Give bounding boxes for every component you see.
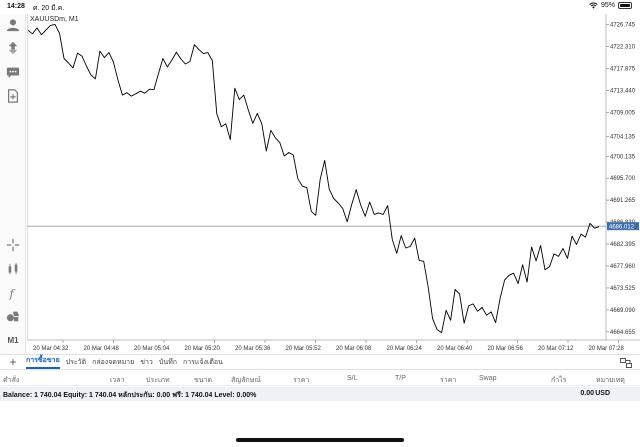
time-tick-label: 20 Mar 06:08 [336, 346, 372, 352]
column-header: คำสั่ง [3, 377, 20, 384]
column-header: ประเภท [146, 377, 170, 384]
timeframe-button[interactable]: M1 [7, 335, 19, 345]
time-tick-label: 20 Mar 05:04 [134, 346, 170, 352]
chart-symbol: XAUUSDm, M1 [30, 16, 79, 23]
price-tick-label: 4673.525 [610, 286, 636, 292]
column-header: กำไร [551, 377, 567, 384]
layout-icon[interactable] [620, 358, 632, 368]
time-tick-label: 20 Mar 06:24 [387, 346, 423, 352]
status-right: 95% [589, 2, 632, 9]
balance-row: Balance: 1 740.04 Equity: 1 740.04 หลักป… [0, 387, 640, 401]
time-tick-label: 20 Mar 05:20 [185, 346, 221, 352]
status-time: 14:28 [7, 3, 25, 10]
trade-columns-header: คำสั่ง เวลา ประเภท ขนาด สัญลักษณ์ ราคา S/L T/P ร… [0, 371, 640, 386]
trade-icon[interactable] [4, 39, 22, 57]
price-tick-label: 4709.005 [610, 110, 636, 116]
price-tick-label: 4691.265 [610, 198, 636, 204]
tab-0[interactable]: การซื้อขาย [26, 355, 60, 369]
tab-4[interactable]: บันทึก [158, 358, 177, 366]
function-icon[interactable]: f [4, 284, 22, 302]
indicators-icon[interactable] [4, 260, 22, 278]
toolbox-tabs: + การซื้อขาย ประวัติ กล่องจดหมาย ข่าว บันทึก… [0, 354, 640, 370]
column-header: หมายเหตุ [596, 377, 625, 384]
wifi-icon [589, 2, 598, 9]
price-tick-label: 4722.310 [610, 45, 636, 51]
current-price-tag [607, 222, 639, 231]
account-icon[interactable] [4, 16, 22, 34]
column-header: T/P [395, 375, 406, 382]
time-tick-label: 20 Mar 07:28 [589, 346, 625, 352]
chart-canvas: 4726.745 4722.310 4717.875 4713.440 4709.005… [27, 14, 640, 352]
price-tick-label: 4669.090 [610, 308, 636, 314]
balance-text: Balance: 1 740.04 Equity: 1 740.04 หลักป… [3, 392, 257, 399]
time-tick-label: 20 Mar 05:52 [286, 346, 322, 352]
home-indicator[interactable] [236, 438, 404, 442]
price-series-line [27, 23, 600, 334]
column-header: ราคา [293, 377, 310, 384]
crosshair-icon[interactable] [4, 236, 22, 254]
add-icon[interactable]: + [9, 355, 17, 369]
price-tick-label: 4717.875 [610, 67, 636, 73]
svg-text:f: f [9, 286, 16, 300]
column-header: S/L [347, 375, 358, 382]
price-tick-label: 4677.960 [610, 264, 636, 270]
column-header: ราคา [440, 377, 457, 384]
objects-icon[interactable] [4, 307, 22, 325]
price-tick-label: 4726.745 [610, 23, 636, 29]
tab-3[interactable]: ข่าว [140, 358, 153, 366]
battery-icon [618, 2, 632, 9]
time-tick-label: 20 Mar 06:56 [488, 346, 524, 352]
chat-icon[interactable] [4, 63, 22, 81]
column-header: สัญลักษณ์ [231, 377, 261, 384]
tab-5[interactable]: การแจ้งเตือน [182, 358, 223, 366]
tab-1[interactable]: ประวัติ [65, 358, 87, 366]
price-chart[interactable]: 4726.745 4722.310 4717.875 4713.440 4709.005… [27, 14, 640, 354]
price-tick-label: 4664.655 [610, 330, 636, 336]
price-tick-label: 4713.440 [610, 88, 636, 94]
price-tick-label: 4704.135 [610, 135, 636, 141]
price-tick-label: 4682.395 [610, 242, 636, 248]
add-document-icon[interactable] [4, 87, 22, 105]
column-header: Swap [479, 375, 497, 382]
current-price-label: 4686.012 [609, 224, 635, 230]
price-tick-label: 4695.700 [610, 176, 636, 182]
time-tick-label: 20 Mar 07:12 [538, 346, 574, 352]
column-header: เวลา [110, 377, 125, 384]
time-tick-label: 20 Mar 04:32 [33, 346, 69, 352]
status-date: ศ. 20 มี.ค. [33, 5, 65, 12]
currency: USD [595, 390, 610, 397]
left-toolbar: f M1 [0, 14, 26, 354]
price-tick-label: 4700.135 [610, 154, 636, 160]
battery-percent: 95% [600, 2, 615, 9]
total-profit: 0.00 [580, 390, 594, 397]
column-header: ขนาด [194, 377, 213, 384]
time-tick-label: 20 Mar 04:48 [84, 346, 120, 352]
time-tick-label: 20 Mar 06:40 [437, 346, 473, 352]
tab-2[interactable]: กล่องจดหมาย [92, 358, 135, 366]
status-bar: 14:28 ศ. 20 มี.ค. 95% [0, 0, 640, 14]
time-tick-label: 20 Mar 05:36 [235, 346, 271, 352]
